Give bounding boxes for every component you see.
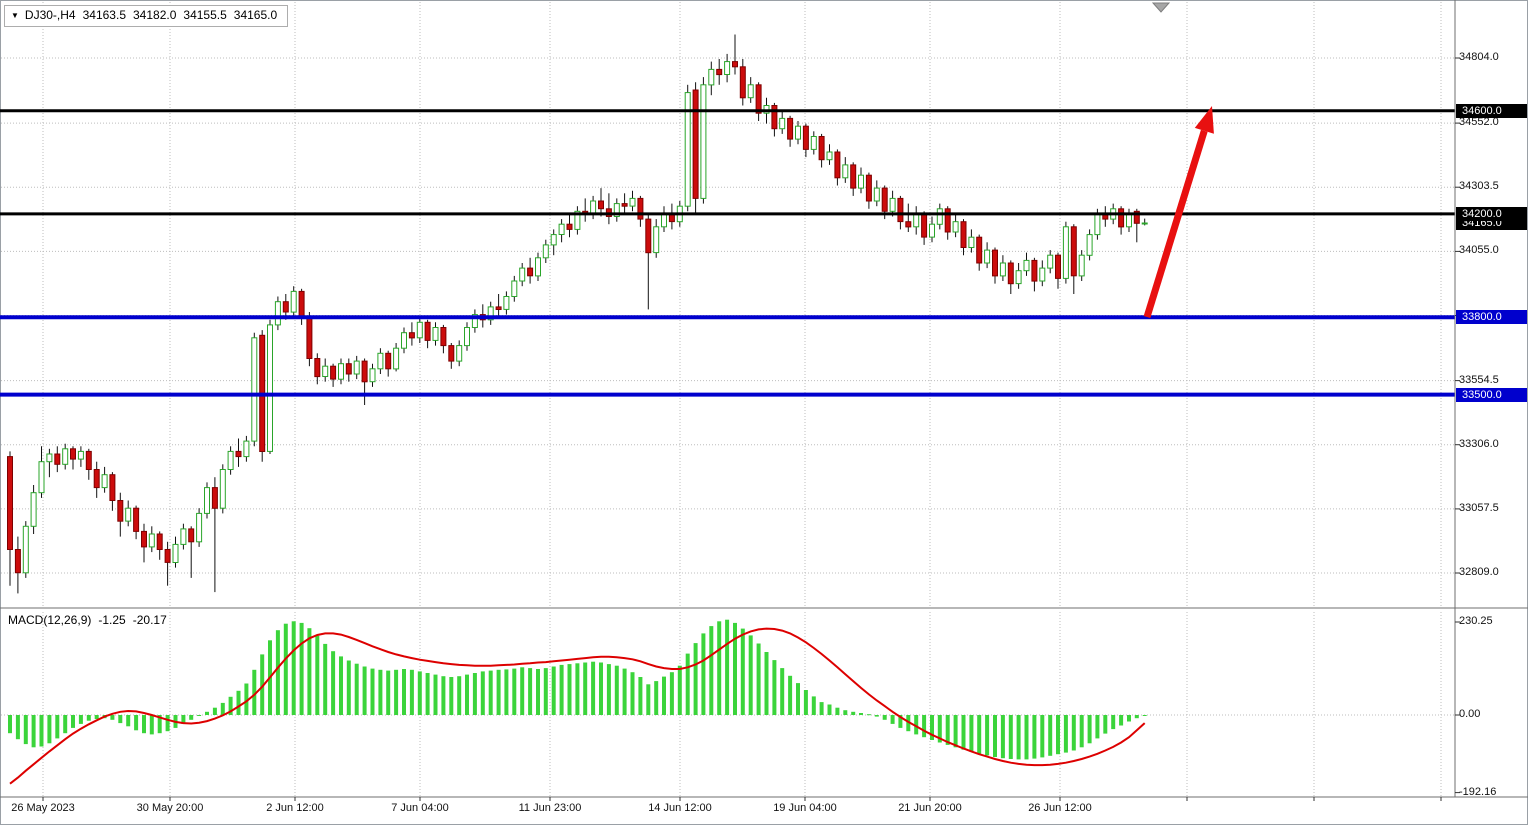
ohlc-high-value: 34182.0 [133,8,177,22]
hline-price-label[interactable]: 33500.0 [1456,388,1527,402]
time-axis-label: 19 Jun 04:00 [773,802,837,814]
macd-signal-line [9,627,1146,785]
symbol-dropdown-icon[interactable]: ▼ [11,11,19,20]
macd-signal-value: -20.17 [132,613,167,627]
price-axis-tick: 32809.0 [1459,566,1499,578]
price-axis-tick: 34552.0 [1459,116,1499,128]
time-axis-label: 26 Jun 12:00 [1028,802,1092,814]
symbol-timeframe-label: DJ30-,H4 [24,8,76,22]
price-axis[interactable]: 34804.034552.034303.534055.033806.533554… [1456,0,1528,798]
price-axis-tick: 33554.5 [1459,374,1499,386]
price-axis-tick: 34055.0 [1459,244,1499,256]
time-axis-label: 21 Jun 20:00 [898,802,962,814]
price-axis-tick: 34303.5 [1459,180,1499,192]
candlestick-series [7,34,1148,594]
chart-shift-marker-icon[interactable] [1151,2,1171,13]
ohlc-open-value: 34163.5 [82,8,126,22]
time-axis-label: 26 May 2023 [11,802,75,814]
ohlc-low-value: 34155.5 [183,8,227,22]
time-axis-label: 14 Jun 12:00 [648,802,712,814]
macd-axis-tick: -192.16 [1459,786,1497,798]
price-axis-tick: 33057.5 [1459,502,1499,514]
panel-separators [0,0,1528,798]
hline-price-label[interactable]: 34200.0 [1456,207,1527,221]
price-axis-tick: 33306.0 [1459,438,1499,450]
time-axis-label: 30 May 20:00 [136,802,204,814]
macd-main-value: -1.25 [98,613,126,627]
trend-arrow[interactable] [1143,106,1214,319]
price-axis-tick: 34804.0 [1459,51,1499,63]
macd-axis-tick: 230.25 [1459,615,1493,627]
symbol-info-box: ▼ DJ30-,H4 34163.5 34182.0 34155.5 34165.0 [4,5,289,27]
macd-indicator-label: MACD(12,26,9) -1.25 -20.17 [8,613,174,627]
hline-price-label[interactable]: 33800.0 [1456,310,1527,324]
time-axis-label: 7 Jun 04:00 [391,802,449,814]
macd-name: MACD(12,26,9) [8,613,92,627]
time-axis[interactable]: 26 May 2023 30 May 20:00 2 Jun 12:00 7 Jun … [0,798,1528,825]
axis-tick-marks [42,57,1460,801]
time-axis-label: 2 Jun 12:00 [266,802,324,814]
macd-histogram [8,619,1147,760]
ohlc-close-value: 34165.0 [233,8,278,22]
hline-price-label[interactable]: 34600.0 [1456,104,1527,118]
time-axis-label: 11 Jun 23:00 [518,802,582,814]
macd-axis-tick: 0.00 [1459,708,1481,720]
